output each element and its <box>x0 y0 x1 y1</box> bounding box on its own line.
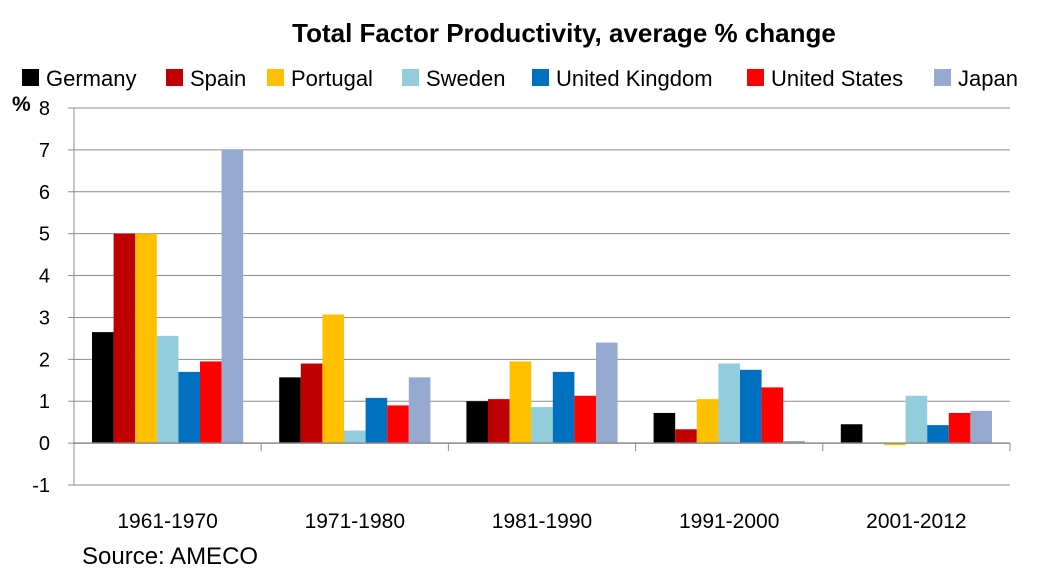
bar <box>466 401 488 444</box>
y-tick-label: 3 <box>39 307 50 329</box>
bar <box>531 407 553 444</box>
axes <box>68 107 1011 486</box>
legend-label: United Kingdom <box>556 66 713 91</box>
legend-swatch <box>747 69 764 86</box>
legend-swatch <box>22 69 39 86</box>
bar <box>718 363 740 444</box>
y-tick-label: 6 <box>39 182 50 204</box>
bar <box>221 149 244 444</box>
y-tick-label: 7 <box>39 140 50 162</box>
legend-label: Germany <box>46 66 136 91</box>
bar <box>387 405 409 444</box>
legend-label: Spain <box>190 66 246 91</box>
bar <box>322 314 344 444</box>
bar <box>365 397 388 444</box>
y-tick-label: 2 <box>39 349 50 371</box>
bar <box>279 377 301 444</box>
bar <box>408 377 431 444</box>
y-tick-label: 8 <box>39 98 50 120</box>
bar <box>156 335 179 444</box>
bar <box>135 233 157 444</box>
y-tick-label: 4 <box>39 266 50 288</box>
chart-title: Total Factor Productivity, average % cha… <box>292 18 836 48</box>
bar <box>552 371 575 444</box>
bar <box>344 430 366 444</box>
bar <box>905 395 928 444</box>
y-axis-unit-label: % <box>12 93 31 116</box>
bar <box>884 443 906 446</box>
bar <box>200 361 222 444</box>
bar <box>675 429 697 444</box>
bar <box>970 410 992 444</box>
legend-swatch <box>402 69 419 86</box>
bar <box>574 395 596 444</box>
legend-label: United States <box>771 66 903 91</box>
bar <box>488 399 510 444</box>
bar <box>653 412 676 444</box>
bar <box>92 332 114 444</box>
bar <box>509 361 532 444</box>
y-tick-label: 0 <box>39 433 50 455</box>
legend: Germany Spain Portugal Sweden United Kingdom… <box>22 66 1018 91</box>
x-tick-label: 1961-1970 <box>117 510 217 533</box>
bar <box>840 424 863 444</box>
bars <box>92 149 992 446</box>
bar <box>696 399 719 444</box>
y-tick-label: 1 <box>39 391 50 413</box>
legend-label: Sweden <box>426 66 506 91</box>
bar <box>761 387 784 444</box>
bar <box>113 233 136 444</box>
legend-swatch <box>934 69 951 86</box>
y-tick-label: -1 <box>32 475 50 497</box>
bar <box>783 441 805 444</box>
bar <box>596 342 618 444</box>
legend-label: Japan <box>958 66 1018 91</box>
bar <box>740 369 762 444</box>
bar <box>300 363 323 444</box>
bar <box>178 371 200 444</box>
legend-swatch <box>166 69 183 86</box>
x-tick-label: 2001-2012 <box>866 510 966 533</box>
x-tick-label: 1971-1980 <box>305 510 405 533</box>
source-note: Source: AMECO <box>82 543 258 566</box>
x-tick-label: 1991-2000 <box>679 510 779 533</box>
bar <box>948 412 971 444</box>
bar <box>927 425 949 444</box>
y-tick-label: 5 <box>39 224 50 246</box>
x-axis-tick-labels: 1961-1970 1971-1980 1981-1990 1991-2000 2001… <box>117 510 966 533</box>
legend-swatch <box>267 69 284 86</box>
legend-label: Portugal <box>291 66 373 91</box>
y-axis-tick-labels: -1 0 1 2 3 4 5 6 7 8 <box>32 98 50 497</box>
legend-swatch <box>532 69 549 86</box>
x-tick-label: 1981-1990 <box>492 510 592 533</box>
